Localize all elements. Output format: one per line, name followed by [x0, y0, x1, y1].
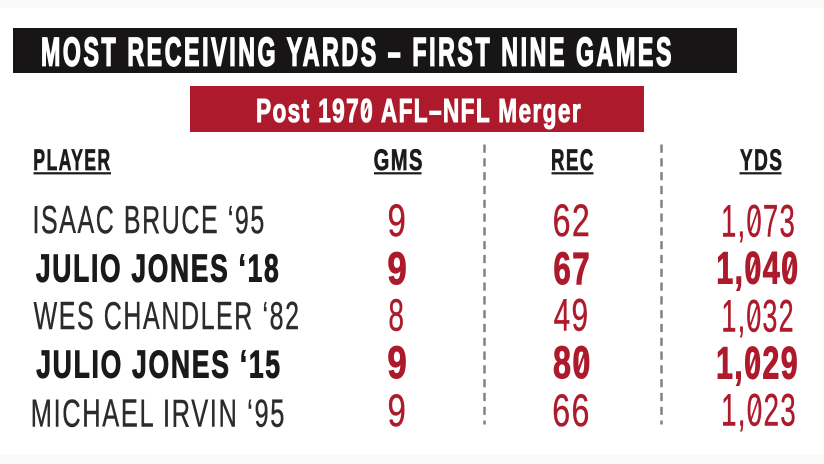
svg-text:JULIO JONES ‘15: JULIO JONES ‘15 [36, 344, 282, 387]
svg-text:YDS: YDS [740, 144, 783, 177]
svg-text:Post 1970 AFL–NFL Merger: Post 1970 AFL–NFL Merger [256, 92, 582, 129]
svg-text:1,029: 1,029 [716, 338, 799, 389]
svg-text:9: 9 [388, 385, 406, 436]
svg-text:67: 67 [553, 243, 591, 294]
svg-text:MICHAEL IRVIN ‘95: MICHAEL IRVIN ‘95 [31, 393, 286, 436]
svg-text:1,073: 1,073 [721, 195, 796, 246]
svg-text:9: 9 [388, 195, 406, 246]
svg-text:9: 9 [387, 243, 406, 294]
svg-text:9: 9 [387, 337, 406, 388]
svg-text:WES CHANDLER ‘82: WES CHANDLER ‘82 [34, 295, 301, 338]
svg-text:1,040: 1,040 [716, 243, 799, 294]
svg-text:PLAYER: PLAYER [33, 144, 111, 177]
svg-text:GMS: GMS [374, 144, 424, 177]
svg-text:62: 62 [553, 195, 592, 246]
svg-text:80: 80 [553, 337, 592, 388]
svg-text:1,032: 1,032 [721, 290, 794, 341]
svg-text:49: 49 [554, 290, 590, 341]
svg-text:1,023: 1,023 [721, 385, 797, 436]
svg-text:8: 8 [388, 290, 404, 341]
svg-text:ISAAC BRUCE ‘95: ISAAC BRUCE ‘95 [33, 199, 266, 242]
svg-text:REC: REC [551, 144, 595, 177]
svg-text:66: 66 [552, 385, 591, 436]
svg-text:MOST RECEIVING YARDS – FIRST N: MOST RECEIVING YARDS – FIRST NINE GAMES [41, 30, 674, 74]
svg-text:JULIO JONES ‘18: JULIO JONES ‘18 [36, 247, 281, 290]
